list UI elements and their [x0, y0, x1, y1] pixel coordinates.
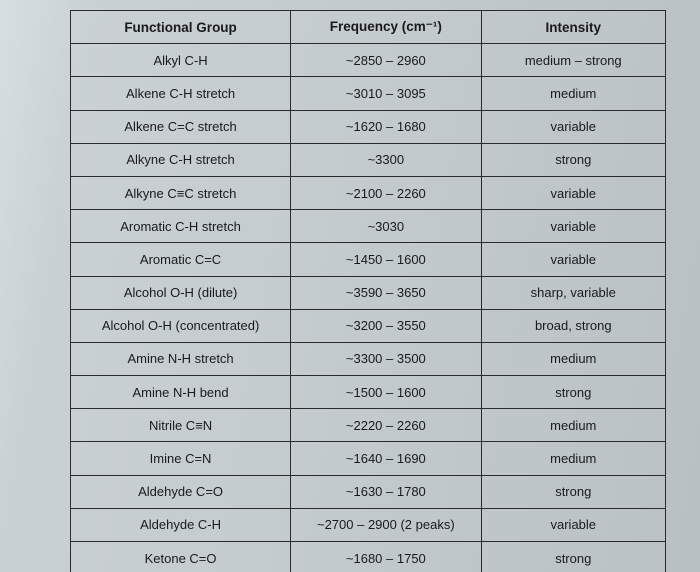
cell-frequency: ~3200 – 3550 — [291, 309, 481, 342]
cell-intensity: strong — [481, 376, 665, 409]
cell-intensity: variable — [481, 508, 665, 541]
cell-frequency: ~3300 – 3500 — [291, 342, 481, 375]
cell-intensity: medium – strong — [481, 44, 665, 77]
cell-intensity: medium — [481, 442, 665, 475]
table-row: Ketone C=O~1680 – 1750strong — [71, 542, 666, 572]
table-row: Nitrile C≡N~2220 – 2260medium — [71, 409, 666, 442]
cell-frequency: ~1500 – 1600 — [291, 376, 481, 409]
table-row: Imine C=N~1640 – 1690medium — [71, 442, 666, 475]
table-row: Aromatic C-H stretch~3030variable — [71, 210, 666, 243]
col-header-functional-group: Functional Group — [71, 11, 291, 44]
cell-functional-group: Aldehyde C-H — [71, 508, 291, 541]
cell-intensity: medium — [481, 342, 665, 375]
cell-frequency: ~1680 – 1750 — [291, 542, 481, 572]
cell-intensity: variable — [481, 176, 665, 209]
cell-frequency: ~3590 – 3650 — [291, 276, 481, 309]
ir-frequency-table: Functional Group Frequency (cm⁻¹) Intens… — [70, 10, 666, 572]
table-row: Alkyne C-H stretch~3300strong — [71, 143, 666, 176]
cell-functional-group: Alkene C-H stretch — [71, 77, 291, 110]
cell-functional-group: Alkyl C-H — [71, 44, 291, 77]
cell-intensity: strong — [481, 475, 665, 508]
cell-intensity: medium — [481, 409, 665, 442]
cell-frequency: ~1450 – 1600 — [291, 243, 481, 276]
table-row: Aldehyde C-H~2700 – 2900 (2 peaks)variab… — [71, 508, 666, 541]
cell-intensity: strong — [481, 143, 665, 176]
cell-frequency: ~2850 – 2960 — [291, 44, 481, 77]
table-row: Aldehyde C=O~1630 – 1780strong — [71, 475, 666, 508]
col-header-intensity: Intensity — [481, 11, 665, 44]
cell-frequency: ~2100 – 2260 — [291, 176, 481, 209]
cell-frequency: ~3010 – 3095 — [291, 77, 481, 110]
cell-functional-group: Aromatic C=C — [71, 243, 291, 276]
cell-functional-group: Alkyne C-H stretch — [71, 143, 291, 176]
table-row: Alkene C-H stretch~3010 – 3095medium — [71, 77, 666, 110]
cell-frequency: ~1640 – 1690 — [291, 442, 481, 475]
table-row: Amine N-H bend~1500 – 1600strong — [71, 376, 666, 409]
header-row: Functional Group Frequency (cm⁻¹) Intens… — [71, 11, 666, 44]
cell-frequency: ~2220 – 2260 — [291, 409, 481, 442]
cell-functional-group: Aldehyde C=O — [71, 475, 291, 508]
cell-functional-group: Alkene C=C stretch — [71, 110, 291, 143]
cell-functional-group: Imine C=N — [71, 442, 291, 475]
cell-functional-group: Ketone C=O — [71, 542, 291, 572]
cell-functional-group: Amine N-H bend — [71, 376, 291, 409]
cell-functional-group: Alcohol O-H (concentrated) — [71, 309, 291, 342]
table-header: Functional Group Frequency (cm⁻¹) Intens… — [71, 11, 666, 44]
table-row: Alkyne C≡C stretch~2100 – 2260variable — [71, 176, 666, 209]
table-row: Aromatic C=C~1450 – 1600variable — [71, 243, 666, 276]
cell-frequency: ~2700 – 2900 (2 peaks) — [291, 508, 481, 541]
cell-intensity: strong — [481, 542, 665, 572]
cell-frequency: ~3030 — [291, 210, 481, 243]
table-row: Amine N-H stretch~3300 – 3500medium — [71, 342, 666, 375]
cell-intensity: variable — [481, 110, 665, 143]
cell-intensity: variable — [481, 243, 665, 276]
cell-functional-group: Alkyne C≡C stretch — [71, 176, 291, 209]
cell-frequency: ~1630 – 1780 — [291, 475, 481, 508]
cell-functional-group: Nitrile C≡N — [71, 409, 291, 442]
table-row: Alkyl C-H~2850 – 2960medium – strong — [71, 44, 666, 77]
cell-intensity: variable — [481, 210, 665, 243]
cell-intensity: broad, strong — [481, 309, 665, 342]
table-row: Alkene C=C stretch~1620 – 1680variable — [71, 110, 666, 143]
cell-functional-group: Alcohol O-H (dilute) — [71, 276, 291, 309]
col-header-frequency: Frequency (cm⁻¹) — [291, 11, 481, 44]
cell-intensity: sharp, variable — [481, 276, 665, 309]
cell-functional-group: Amine N-H stretch — [71, 342, 291, 375]
cell-functional-group: Aromatic C-H stretch — [71, 210, 291, 243]
cell-frequency: ~1620 – 1680 — [291, 110, 481, 143]
cell-intensity: medium — [481, 77, 665, 110]
table-body: Alkyl C-H~2850 – 2960medium – strongAlke… — [71, 44, 666, 572]
table-row: Alcohol O-H (dilute)~3590 – 3650sharp, v… — [71, 276, 666, 309]
cell-frequency: ~3300 — [291, 143, 481, 176]
table-row: Alcohol O-H (concentrated)~3200 – 3550br… — [71, 309, 666, 342]
